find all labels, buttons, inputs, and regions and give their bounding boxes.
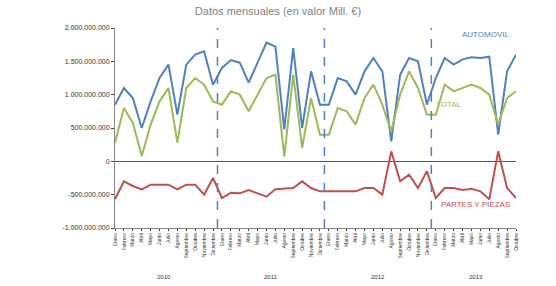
- svg-text:Octubre: Octubre: [192, 233, 198, 251]
- svg-text:Diciembre: Diciembre: [210, 233, 216, 256]
- svg-text:Enero: Enero: [112, 233, 118, 247]
- svg-text:Abril: Abril: [138, 233, 144, 243]
- svg-text:Marzo: Marzo: [450, 233, 456, 247]
- svg-text:2012: 2012: [371, 274, 385, 280]
- svg-text:Datos mensuales (en valor Mill: Datos mensuales (en valor Mill. €): [195, 5, 361, 17]
- svg-text:Agosto: Agosto: [388, 233, 394, 249]
- svg-text:Enero: Enero: [325, 233, 331, 247]
- svg-text:Septiembre: Septiembre: [183, 233, 189, 259]
- svg-text:Febrero: Febrero: [121, 233, 127, 251]
- svg-text:2010: 2010: [157, 274, 171, 280]
- svg-text:Abril: Abril: [352, 233, 358, 243]
- svg-text:Septiembre: Septiembre: [290, 233, 296, 259]
- svg-text:2011: 2011: [264, 274, 278, 280]
- svg-text:PARTES Y PIEZAS: PARTES Y PIEZAS: [441, 200, 510, 209]
- svg-text:1.000.000.000: 1.000.000.000: [65, 91, 110, 98]
- svg-text:Febrero: Febrero: [227, 233, 233, 251]
- svg-text:Noviembre: Noviembre: [415, 233, 421, 257]
- svg-text:Mayo: Mayo: [468, 233, 474, 245]
- svg-text:Marzo: Marzo: [343, 233, 349, 247]
- svg-text:Septiembre: Septiembre: [504, 233, 510, 259]
- svg-text:Enero: Enero: [432, 233, 438, 247]
- svg-text:Octubre: Octubre: [299, 233, 305, 251]
- svg-text:Julio: Julio: [165, 233, 171, 244]
- svg-text:Junio: Junio: [263, 233, 269, 245]
- svg-text:Marzo: Marzo: [129, 233, 135, 247]
- svg-text:Agosto: Agosto: [174, 233, 180, 249]
- svg-text:Junio: Junio: [156, 233, 162, 245]
- svg-text:Mayo: Mayo: [147, 233, 153, 245]
- svg-text:-1.000.000.000: -1.000.000.000: [62, 224, 109, 231]
- svg-text:Noviembre: Noviembre: [308, 233, 314, 257]
- svg-text:Mayo: Mayo: [254, 233, 260, 245]
- svg-text:Junio: Junio: [477, 233, 483, 245]
- svg-text:-500.000.000: -500.000.000: [68, 191, 109, 198]
- svg-text:500.000.000: 500.000.000: [71, 124, 110, 131]
- svg-text:0: 0: [106, 158, 110, 165]
- svg-text:Noviembre: Noviembre: [201, 233, 207, 257]
- svg-text:2013: 2013: [469, 274, 483, 280]
- svg-text:Mayo: Mayo: [361, 233, 367, 245]
- svg-text:Agosto: Agosto: [281, 233, 287, 249]
- svg-text:2.000.000.000: 2.000.000.000: [65, 24, 110, 31]
- svg-text:Julio: Julio: [486, 233, 492, 244]
- svg-text:Agosto: Agosto: [495, 233, 501, 249]
- svg-text:Marzo: Marzo: [236, 233, 242, 247]
- svg-text:1.500.000.000: 1.500.000.000: [65, 58, 110, 65]
- svg-text:Octubre: Octubre: [513, 233, 519, 251]
- svg-text:TOTAL: TOTAL: [436, 100, 462, 109]
- svg-text:Octubre: Octubre: [406, 233, 412, 251]
- svg-text:AUTOMOVIL: AUTOMOVIL: [462, 30, 510, 39]
- svg-text:Julio: Julio: [272, 233, 278, 244]
- svg-text:Julio: Julio: [379, 233, 385, 244]
- svg-text:Abril: Abril: [245, 233, 251, 243]
- svg-text:Abril: Abril: [459, 233, 465, 243]
- svg-text:Diciembre: Diciembre: [424, 233, 430, 256]
- svg-text:Febrero: Febrero: [334, 233, 340, 251]
- svg-text:Enero: Enero: [219, 233, 225, 247]
- svg-text:Septiembre: Septiembre: [397, 233, 403, 259]
- svg-text:Diciembre: Diciembre: [317, 233, 323, 256]
- svg-text:Junio: Junio: [370, 233, 376, 245]
- svg-text:Febrero: Febrero: [441, 233, 447, 251]
